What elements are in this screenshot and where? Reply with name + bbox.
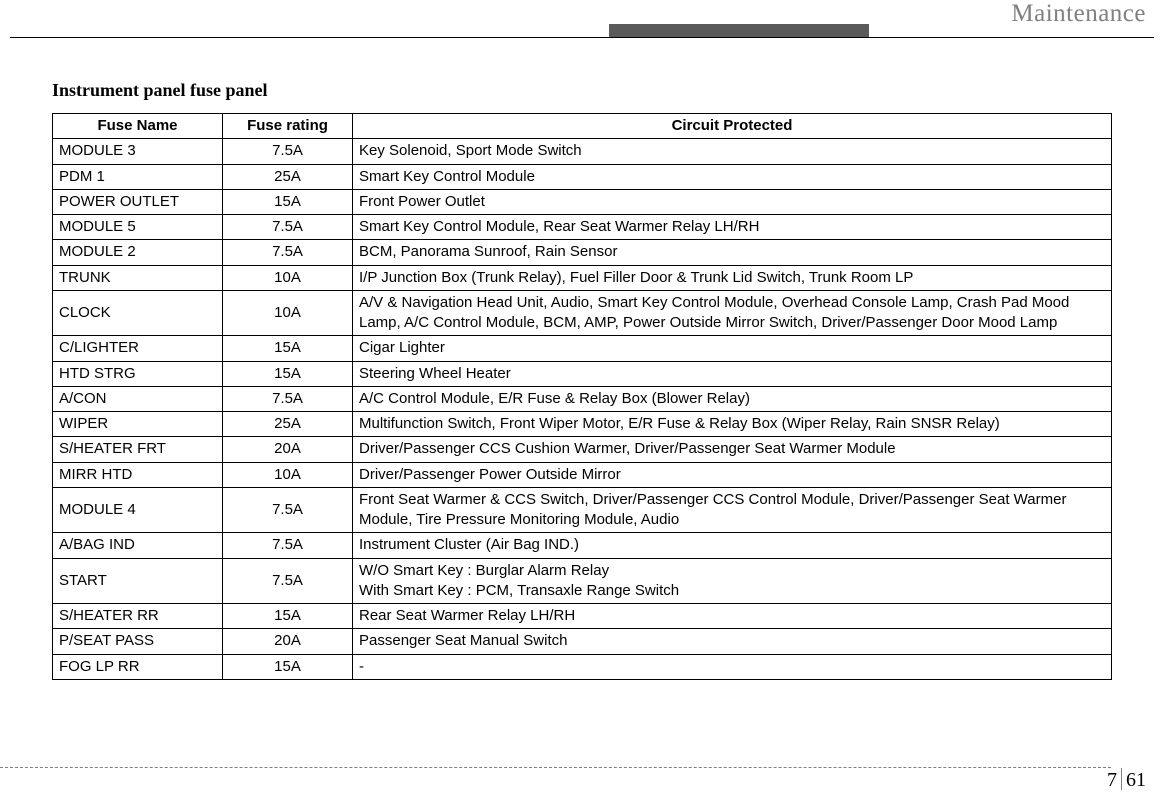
footer-divider [0,767,1111,768]
col-header-fuse-name: Fuse Name [53,114,223,139]
table-row: MODULE 27.5ABCM, Panorama Sunroof, Rain … [53,240,1112,265]
cell-fuse-name: MODULE 3 [53,139,223,164]
cell-fuse-name: MODULE 4 [53,487,223,533]
cell-circuit: A/V & Navigation Head Unit, Audio, Smart… [353,290,1112,336]
header-rule [10,37,1154,38]
cell-fuse-rating: 7.5A [223,139,353,164]
page-header: Maintenance [0,0,1164,40]
cell-circuit: Driver/Passenger Power Outside Mirror [353,462,1112,487]
table-row: A/CON7.5AA/C Control Module, E/R Fuse & … [53,386,1112,411]
cell-fuse-rating: 10A [223,265,353,290]
cell-circuit: Key Solenoid, Sport Mode Switch [353,139,1112,164]
cell-circuit: BCM, Panorama Sunroof, Rain Sensor [353,240,1112,265]
cell-circuit: Steering Wheel Heater [353,361,1112,386]
cell-circuit: Front Seat Warmer & CCS Switch, Driver/P… [353,487,1112,533]
table-row: HTD STRG15ASteering Wheel Heater [53,361,1112,386]
cell-fuse-name: START [53,558,223,604]
col-header-fuse-rating: Fuse rating [223,114,353,139]
cell-fuse-rating: 15A [223,336,353,361]
table-row: S/HEATER RR15ARear Seat Warmer Relay LH/… [53,604,1112,629]
table-row: A/BAG IND7.5AInstrument Cluster (Air Bag… [53,533,1112,558]
cell-circuit: Instrument Cluster (Air Bag IND.) [353,533,1112,558]
section-title: Maintenance [1011,0,1146,28]
table-title: Instrument panel fuse panel [52,80,1112,101]
col-header-circuit: Circuit Protected [353,114,1112,139]
cell-circuit: A/C Control Module, E/R Fuse & Relay Box… [353,386,1112,411]
cell-fuse-name: MODULE 2 [53,240,223,265]
table-row: PDM 125ASmart Key Control Module [53,164,1112,189]
cell-fuse-rating: 15A [223,189,353,214]
cell-fuse-name: MIRR HTD [53,462,223,487]
cell-circuit: W/O Smart Key : Burglar Alarm RelayWith … [353,558,1112,604]
cell-fuse-rating: 25A [223,412,353,437]
table-row: P/SEAT PASS20APassenger Seat Manual Swit… [53,629,1112,654]
cell-fuse-name: MODULE 5 [53,215,223,240]
cell-fuse-name: CLOCK [53,290,223,336]
cell-fuse-rating: 20A [223,437,353,462]
cell-fuse-rating: 10A [223,462,353,487]
table-header-row: Fuse Name Fuse rating Circuit Protected [53,114,1112,139]
cell-fuse-rating: 7.5A [223,558,353,604]
content-region: Instrument panel fuse panel Fuse Name Fu… [52,80,1112,680]
cell-fuse-rating: 7.5A [223,215,353,240]
cell-fuse-rating: 15A [223,654,353,679]
cell-circuit: I/P Junction Box (Trunk Relay), Fuel Fil… [353,265,1112,290]
fuse-table: Fuse Name Fuse rating Circuit Protected … [52,113,1112,680]
cell-circuit: Passenger Seat Manual Switch [353,629,1112,654]
table-row: MODULE 57.5ASmart Key Control Module, Re… [53,215,1112,240]
chapter-number: 7 [1107,769,1117,791]
cell-fuse-name: A/CON [53,386,223,411]
cell-circuit: Front Power Outlet [353,189,1112,214]
cell-fuse-name: POWER OUTLET [53,189,223,214]
cell-fuse-rating: 7.5A [223,386,353,411]
cell-fuse-rating: 15A [223,604,353,629]
table-row: WIPER25AMultifunction Switch, Front Wipe… [53,412,1112,437]
page-number: 7 61 [1107,768,1146,792]
cell-fuse-name: HTD STRG [53,361,223,386]
cell-circuit: Rear Seat Warmer Relay LH/RH [353,604,1112,629]
table-row: MODULE 37.5AKey Solenoid, Sport Mode Swi… [53,139,1112,164]
cell-fuse-rating: 25A [223,164,353,189]
table-row: FOG LP RR15A- [53,654,1112,679]
cell-fuse-name: A/BAG IND [53,533,223,558]
cell-fuse-rating: 7.5A [223,533,353,558]
cell-circuit: Smart Key Control Module [353,164,1112,189]
cell-fuse-rating: 15A [223,361,353,386]
cell-circuit: Cigar Lighter [353,336,1112,361]
table-row: C/LIGHTER15ACigar Lighter [53,336,1112,361]
table-row: START7.5AW/O Smart Key : Burglar Alarm R… [53,558,1112,604]
cell-circuit: Driver/Passenger CCS Cushion Warmer, Dri… [353,437,1112,462]
cell-fuse-rating: 7.5A [223,487,353,533]
cell-fuse-rating: 7.5A [223,240,353,265]
cell-fuse-name: P/SEAT PASS [53,629,223,654]
cell-fuse-name: FOG LP RR [53,654,223,679]
cell-fuse-name: TRUNK [53,265,223,290]
cell-fuse-name: WIPER [53,412,223,437]
page-in-chapter: 61 [1126,769,1146,791]
page-number-separator [1121,768,1122,790]
table-row: MIRR HTD10ADriver/Passenger Power Outsid… [53,462,1112,487]
cell-fuse-name: S/HEATER RR [53,604,223,629]
cell-circuit: Multifunction Switch, Front Wiper Motor,… [353,412,1112,437]
cell-fuse-rating: 10A [223,290,353,336]
cell-fuse-name: PDM 1 [53,164,223,189]
table-row: MODULE 47.5AFront Seat Warmer & CCS Swit… [53,487,1112,533]
table-row: CLOCK10AA/V & Navigation Head Unit, Audi… [53,290,1112,336]
cell-circuit: Smart Key Control Module, Rear Seat Warm… [353,215,1112,240]
table-row: S/HEATER FRT20ADriver/Passenger CCS Cush… [53,437,1112,462]
cell-fuse-name: S/HEATER FRT [53,437,223,462]
table-row: POWER OUTLET15AFront Power Outlet [53,189,1112,214]
cell-circuit: - [353,654,1112,679]
table-row: TRUNK10AI/P Junction Box (Trunk Relay), … [53,265,1112,290]
header-accent-bar [609,24,869,38]
cell-fuse-rating: 20A [223,629,353,654]
cell-fuse-name: C/LIGHTER [53,336,223,361]
